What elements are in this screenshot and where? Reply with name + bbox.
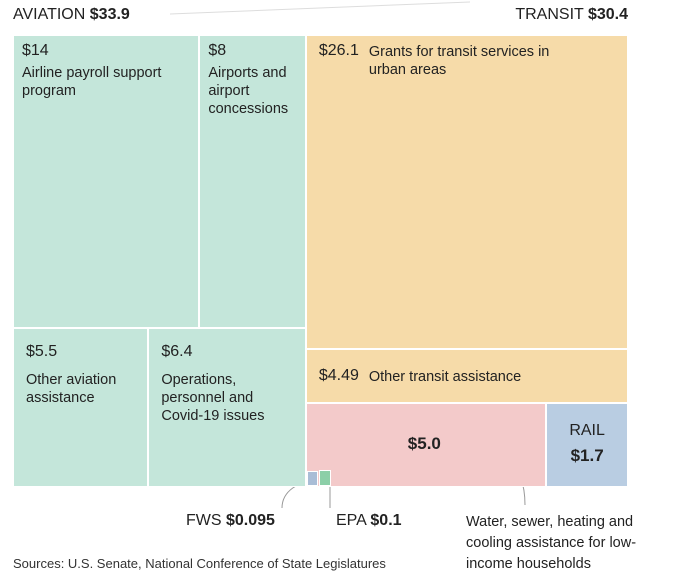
- group-header: FWS $0.095: [186, 512, 275, 530]
- group-value: $33.9: [89, 6, 130, 23]
- group-name: AVIATION: [13, 6, 86, 23]
- group-name: FWS: [186, 512, 222, 529]
- value-label: $6.4: [161, 343, 193, 361]
- group-name: RAIL: [569, 422, 605, 440]
- item-label: Grants for transit services in urban are…: [368, 44, 550, 78]
- cell-content: $26.1 Grants for transit services in urba…: [307, 36, 627, 85]
- cell-content: $6.4 Operations, personnel and Covid-19 i…: [149, 329, 304, 431]
- item-label: Other aviation assistance: [26, 372, 117, 407]
- group-header: TRANSIT $30.4: [515, 6, 628, 24]
- group-name: TRANSIT: [515, 6, 584, 23]
- group-header: AVIATION $33.9: [13, 6, 130, 24]
- transit-cell: $4.49 Other transit assistance: [305, 349, 628, 404]
- transit-cell: $26.1 Grants for transit services in urba…: [305, 35, 628, 350]
- item-label: Operations, personnel and Covid-19 issue…: [161, 372, 265, 425]
- aviation-cell: $6.4 Operations, personnel and Covid-19 i…: [148, 328, 306, 487]
- group-value: $0.095: [226, 512, 275, 529]
- aviation-cell: $8 Airports and airport concessions: [199, 35, 306, 329]
- group-value: $30.4: [587, 6, 628, 23]
- group-name: EPA: [336, 512, 366, 529]
- cell-content: $14 Airline payroll support program: [14, 36, 198, 106]
- group-value: $1.7: [570, 446, 604, 466]
- aviation-cell: $14 Airline payroll support program: [13, 35, 200, 329]
- item-label: Other transit assistance: [368, 369, 522, 386]
- fws-cell: [306, 470, 319, 486]
- group-value: $0.1: [370, 512, 402, 529]
- header-rule: [169, 1, 471, 15]
- cell-content: RAIL $1.7: [547, 422, 627, 466]
- group-header: EPA $0.1: [336, 512, 402, 530]
- item-label: Airline payroll support program: [22, 65, 162, 99]
- value-label: $26.1: [318, 42, 359, 59]
- water-cell: $5.0: [305, 403, 547, 487]
- value-label: $8: [208, 42, 227, 59]
- value-label: $5.0: [407, 434, 441, 454]
- cell-content: $8 Airports and airport concessions: [200, 36, 304, 124]
- rail-cell: RAIL $1.7: [546, 403, 628, 487]
- item-label: Airports and airport concessions: [208, 65, 289, 117]
- cell-content: $5.5 Other aviation assistance: [14, 329, 147, 413]
- value-label: $5.5: [26, 343, 58, 361]
- value-label: $14: [22, 42, 49, 59]
- aviation-cell: $5.5 Other aviation assistance: [13, 328, 149, 487]
- sources: Sources: U.S. Senate, National Conferenc…: [13, 556, 386, 571]
- value-label: $4.49: [318, 367, 359, 385]
- water-label: Water, sewer, heating and cooling assist…: [466, 514, 637, 572]
- cell-content: $4.49 Other transit assistance: [307, 350, 627, 392]
- epa-cell: [319, 470, 332, 486]
